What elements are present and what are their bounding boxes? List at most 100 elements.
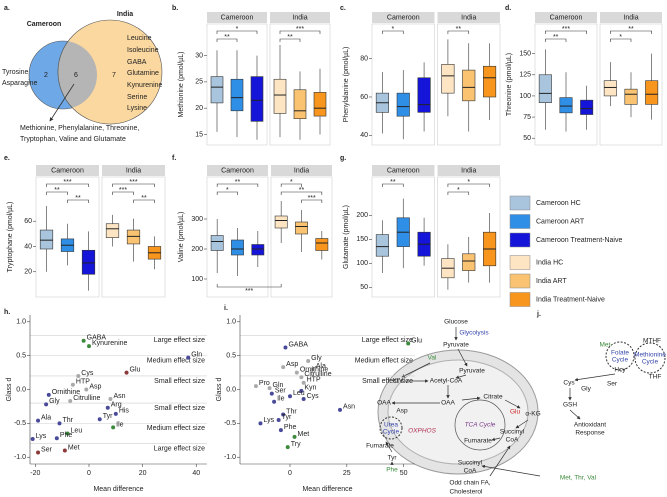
legend-label: India ART	[536, 278, 567, 285]
point	[406, 341, 411, 346]
x-axis-title: Mean difference	[302, 486, 352, 493]
x-tick-label: 20	[139, 470, 147, 477]
count: 7	[112, 72, 116, 79]
sig-bracket	[301, 199, 323, 203]
y-tick-label: 150	[356, 236, 368, 243]
y-tick-label: 0.5	[226, 352, 236, 359]
pathway-name: Methionine	[634, 352, 666, 359]
y-tick-label: 0.0	[226, 386, 236, 393]
y-tick-label: 50	[523, 135, 531, 142]
sig-bracket	[216, 284, 282, 288]
facet-strip	[207, 165, 268, 176]
sig-label: **	[75, 195, 81, 202]
y-tick-label: -1.0	[224, 454, 236, 461]
point	[111, 425, 116, 430]
y-axis-title: Methionine (pmol/µL)	[178, 52, 185, 118]
reference-label: Small effect size	[154, 405, 205, 412]
legend-swatch	[509, 273, 531, 289]
sig-bracket	[216, 38, 238, 42]
point-label: Asn	[113, 393, 125, 400]
y-tick-label: 1.0	[226, 319, 236, 326]
point	[54, 436, 59, 441]
box	[105, 223, 120, 238]
y-tick-label: 0.0	[16, 386, 26, 393]
box	[483, 65, 497, 98]
y-axis-title: Glass d	[6, 378, 13, 402]
y-tick-label: 80	[360, 55, 368, 62]
legend-label: Cameroon ART	[536, 218, 585, 225]
sig-label: **	[456, 26, 462, 33]
facet-label: India	[461, 14, 476, 21]
point	[299, 375, 304, 380]
point	[30, 436, 35, 441]
point	[288, 394, 292, 399]
box	[375, 234, 389, 257]
outcome: Antioxidant	[574, 422, 606, 429]
facet-strip	[207, 12, 267, 23]
sig-label: **	[553, 34, 559, 41]
y-tick-label: 75	[523, 114, 531, 121]
point-label: Pro	[259, 380, 270, 387]
panel-label: h.	[4, 309, 10, 316]
point	[68, 399, 73, 404]
set-item: Serine	[127, 94, 147, 101]
y-tick-label: 300	[191, 216, 203, 223]
sig-bracket	[447, 183, 490, 187]
point-label: Ala	[41, 414, 51, 421]
venn-panel: a. Cameroon India 2 6 7 Tyrosine Asparag…	[2, 5, 163, 143]
point-label: Tyr	[103, 413, 113, 420]
sig-label: **	[299, 187, 305, 194]
sig-bracket	[382, 30, 404, 34]
count: 6	[74, 72, 78, 79]
panel-label: d.	[505, 5, 511, 12]
y-axis-title: Phenylalanine (pmol/µL)	[343, 47, 350, 123]
facet-strip	[102, 165, 165, 176]
facet-strip	[372, 165, 435, 176]
set-item: Lysine	[127, 105, 147, 112]
point-label: HTP	[76, 379, 90, 386]
metabolite: Fumarate	[366, 443, 394, 450]
amino-acid: Asp	[396, 408, 408, 415]
facet-label: Cameroon	[221, 14, 254, 21]
point-label: Asn	[343, 404, 355, 411]
count: 2	[44, 72, 48, 79]
metabolite: Odd chain FA,	[449, 480, 490, 487]
y-tick-label: -0.5	[14, 420, 26, 427]
sig-label: ***	[119, 187, 127, 194]
y-tick-label: 40	[24, 243, 32, 250]
reference-label: Medium effect size	[147, 425, 205, 432]
point	[76, 373, 81, 378]
point-label: Lys	[263, 417, 274, 424]
point-label: Met	[68, 444, 80, 451]
point	[46, 392, 51, 397]
point-label: Kyn	[304, 385, 316, 392]
box	[462, 69, 476, 102]
y-tick-label: 100	[519, 93, 531, 100]
sig-label: ***	[129, 179, 137, 186]
x-tick-label: 25	[343, 470, 351, 477]
point	[269, 391, 274, 396]
sig-bracket	[216, 30, 258, 34]
sig-label: ***	[308, 195, 316, 202]
y-tick-label: 150	[519, 50, 531, 57]
point	[292, 434, 297, 439]
y-axis-title: Tryptophane (pmol/µL)	[7, 202, 14, 273]
box	[603, 80, 617, 97]
reference-label: Large effect size	[362, 337, 413, 344]
panel-label: j.	[536, 311, 541, 318]
legend-label: India Treatment-Naive	[536, 296, 605, 303]
amino-acid: Glu	[510, 409, 521, 416]
point	[70, 382, 75, 387]
legend-label: Cameroon Treatment-Naive	[536, 237, 622, 244]
x-tick-label: 50	[400, 470, 408, 477]
point-label: Try	[291, 441, 301, 448]
point	[281, 365, 286, 370]
point	[186, 355, 191, 360]
x-tick-label: 0	[288, 470, 292, 477]
y-tick-label: 100	[356, 260, 368, 267]
y-tick-label: 0.5	[16, 352, 26, 359]
panel-label: g.	[340, 155, 346, 162]
set-label: India	[117, 11, 133, 18]
x-tick-label: -20	[30, 470, 40, 477]
box	[462, 253, 476, 271]
